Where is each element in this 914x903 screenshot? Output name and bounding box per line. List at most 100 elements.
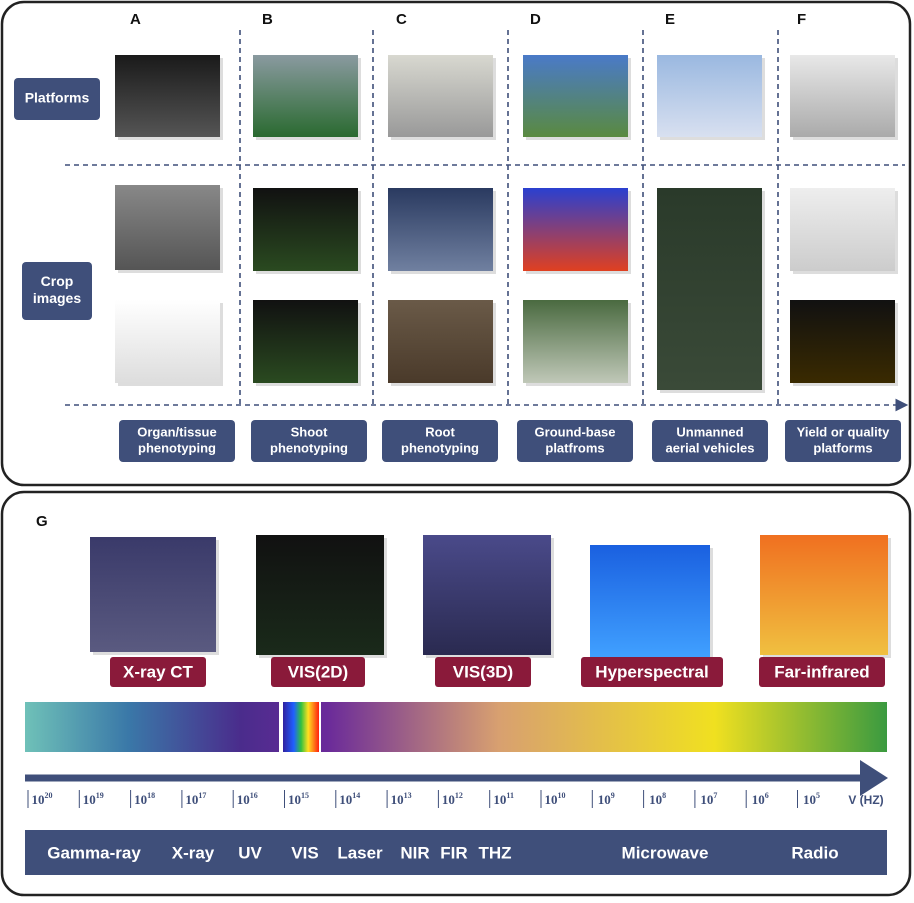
photo <box>523 55 628 137</box>
axis-tick-label: 1015 <box>288 791 309 807</box>
caption-box <box>435 657 531 687</box>
tick-base: 10 <box>237 792 250 807</box>
tick-exponent: 7 <box>713 791 717 800</box>
band-label: NIR <box>400 843 429 862</box>
row-label-box <box>14 78 100 120</box>
spectrum-bar <box>25 702 887 752</box>
tick-exponent: 20 <box>45 791 53 800</box>
caption-box <box>581 657 723 687</box>
caption: Hyperspectral <box>595 662 708 681</box>
column-letter: A <box>130 11 141 28</box>
band-label: Radio <box>791 843 838 862</box>
axis-tick-label: 106 <box>752 791 769 807</box>
tick-base: 10 <box>598 792 611 807</box>
axis-tick-label: 107 <box>700 791 717 807</box>
tick-base: 10 <box>649 792 662 807</box>
tick-base: 10 <box>288 792 301 807</box>
column-label: Shoot <box>291 424 328 439</box>
column-letter: C <box>396 11 407 28</box>
band-label: Laser <box>337 843 383 862</box>
photo <box>657 55 762 137</box>
photo <box>115 185 220 270</box>
column-label: Yield or quality <box>797 424 890 439</box>
column-label-box <box>785 420 901 462</box>
tick-exponent: 15 <box>301 791 309 800</box>
tick-exponent: 17 <box>198 791 206 800</box>
tick-exponent: 16 <box>250 791 258 800</box>
column-label: Root <box>425 424 455 439</box>
column-label: platforms <box>813 440 872 455</box>
tick-base: 10 <box>442 792 455 807</box>
axis-tick-label: 1019 <box>83 791 104 807</box>
band-label: Gamma-ray <box>47 843 141 862</box>
caption: Far-infrared <box>774 662 869 681</box>
axis-unit: V (HZ) <box>848 793 883 807</box>
tick-base: 10 <box>803 792 816 807</box>
column-letter: D <box>530 11 541 28</box>
photo <box>115 300 220 383</box>
photo <box>590 545 710 657</box>
axis-tick-label: 1013 <box>391 791 412 807</box>
photo <box>388 55 493 137</box>
tick-exponent: 6 <box>765 791 769 800</box>
tick-exponent: 18 <box>147 791 155 800</box>
photo <box>253 300 358 383</box>
tick-base: 10 <box>752 792 765 807</box>
photo <box>790 300 895 383</box>
axis-tick-label: 1018 <box>134 791 155 807</box>
band-label: VIS <box>291 843 318 862</box>
photo <box>790 55 895 137</box>
column-label: Organ/tissue <box>137 424 216 439</box>
column-letter: F <box>797 11 806 28</box>
photo <box>388 300 493 383</box>
tick-base: 10 <box>83 792 96 807</box>
axis-tick-label: 109 <box>598 791 615 807</box>
column-label: Ground-base <box>535 424 616 439</box>
photo <box>760 535 888 655</box>
column-label-box <box>382 420 498 462</box>
photo <box>790 188 895 271</box>
column-label: Unmanned <box>676 424 743 439</box>
row-label: Platforms <box>25 90 90 106</box>
tick-base: 10 <box>32 792 45 807</box>
column-label: platfroms <box>545 440 604 455</box>
photo <box>115 55 220 137</box>
column-letter: B <box>262 11 273 28</box>
row-label: images <box>33 290 81 306</box>
photo <box>253 55 358 137</box>
tick-exponent: 10 <box>558 791 566 800</box>
column-label: aerial vehicles <box>666 440 755 455</box>
tick-exponent: 5 <box>816 791 820 800</box>
photo <box>523 188 628 271</box>
band-label: UV <box>238 843 262 862</box>
caption: VIS(2D) <box>288 662 348 681</box>
tick-base: 10 <box>134 792 147 807</box>
row-label: Crop <box>41 273 74 289</box>
band-label: Microwave <box>622 843 709 862</box>
caption: VIS(3D) <box>453 662 513 681</box>
band-bar <box>25 830 887 875</box>
axis-tick-label: 1016 <box>237 791 258 807</box>
tick-exponent: 19 <box>96 791 104 800</box>
tick-base: 10 <box>339 792 352 807</box>
caption: X-ray CT <box>123 662 194 681</box>
axis-arrow <box>860 760 888 796</box>
photo <box>253 188 358 271</box>
tick-base: 10 <box>493 792 506 807</box>
axis-tick-label: 1017 <box>185 791 206 807</box>
column-label-box <box>251 420 367 462</box>
column-label: phenotyping <box>138 440 216 455</box>
tick-exponent: 8 <box>662 791 666 800</box>
axis-tick-label: 105 <box>803 791 820 807</box>
photo <box>423 535 551 655</box>
vis-band <box>283 702 319 752</box>
column-label: phenotyping <box>401 440 479 455</box>
photo <box>256 535 384 655</box>
axis-tick-label: 1010 <box>545 791 566 807</box>
photo <box>90 537 216 652</box>
caption-box <box>271 657 365 687</box>
column-label-box <box>652 420 768 462</box>
band-label: X-ray <box>172 843 215 862</box>
tick-base: 10 <box>545 792 558 807</box>
